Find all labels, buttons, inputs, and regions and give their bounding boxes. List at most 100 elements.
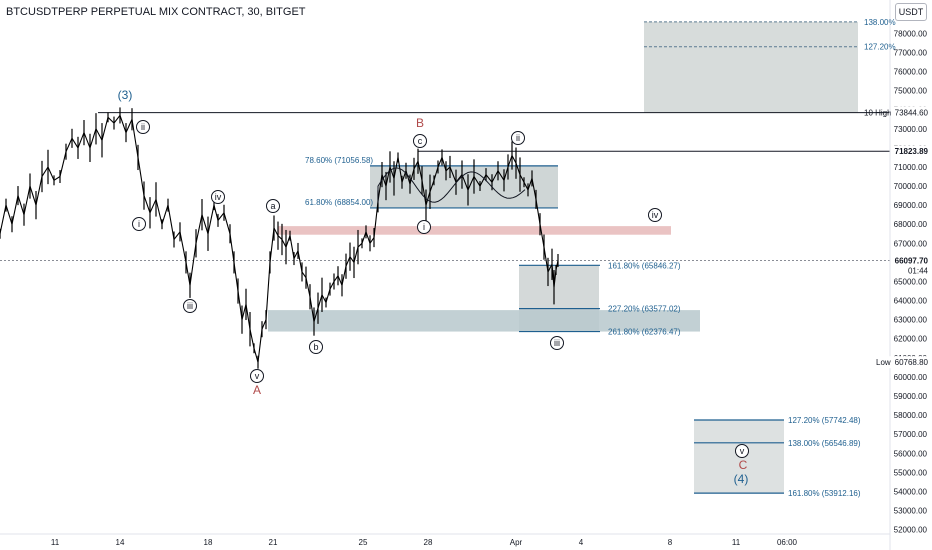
price-tick-label: 63000.00 — [894, 316, 928, 325]
price-tick-label: 57000.00 — [894, 430, 928, 439]
wave-v-label-2-circle — [735, 444, 749, 458]
price-tick-label: 64000.00 — [894, 297, 928, 306]
price-tick-label: 60000.00 — [894, 373, 928, 382]
fib-label: 138.00% — [864, 18, 896, 27]
wave-v-label-1: v — [250, 369, 264, 383]
wave-3-label: (3) — [118, 88, 133, 102]
wave-ii-label-1-text: ii — [141, 122, 145, 132]
high-price-tag-bg — [891, 145, 931, 158]
time-tick-label: Apr — [510, 538, 523, 547]
price-tick-label: 76000.00 — [894, 68, 928, 77]
wave-b-label: b — [309, 340, 323, 354]
price-tick-label: 53000.00 — [894, 507, 928, 516]
wave-ii-label-2: ii — [511, 131, 525, 145]
wave-iv-label-1-circle — [211, 190, 225, 204]
wave-i-label-1-text: i — [138, 219, 140, 229]
wave-b-label-text: b — [313, 342, 318, 352]
fib-label: 161.80% (53912.16) — [788, 489, 861, 498]
price-tick-label: 62000.00 — [894, 335, 928, 344]
price-tick-label: 77000.00 — [894, 48, 928, 57]
price-tick-label: 54000.00 — [894, 487, 928, 496]
time-tick-label: 4 — [579, 538, 584, 547]
wave-iv-label-1-text: iv — [215, 192, 222, 202]
wave-iii-label-1-text: iii — [187, 301, 193, 311]
wave-v-label-1-text: v — [255, 371, 260, 381]
wave-iii-label-1-circle — [183, 299, 197, 313]
time-tick-label: 28 — [424, 538, 433, 547]
support-zone — [268, 310, 700, 332]
wave-i-label-2-circle — [417, 220, 431, 234]
price-tick-label: 56000.00 — [894, 449, 928, 458]
fib-label: 138.00% (56546.89) — [788, 439, 861, 448]
fib-label: 161.80% (65846.27) — [608, 261, 681, 270]
wave-ii-label-2-circle — [511, 131, 525, 145]
wave-v-label-1-circle — [250, 369, 264, 383]
wave-iv-label-2: iv — [648, 208, 662, 222]
wave-ii-label-1-circle — [136, 120, 150, 134]
high-price-tag: 71823.89 — [891, 145, 931, 158]
candle-wicks — [0, 107, 559, 369]
price-tick-label: 73000.00 — [894, 125, 928, 134]
price-tick-label: 78000.00 — [894, 29, 928, 38]
fib-label: 61.80% (68854.00) — [305, 198, 373, 207]
wave-iv-label-2-circle — [648, 208, 662, 222]
countdown-text: 01:44 — [908, 267, 929, 276]
oscillation-path — [377, 167, 526, 204]
wave-i-label-2-text: i — [423, 222, 425, 232]
price-tick-label: 58000.00 — [894, 411, 928, 420]
wave-A-label: A — [253, 383, 261, 397]
fib-label: 127.20% (57742.48) — [788, 416, 861, 425]
low-label-text: Low — [876, 358, 891, 367]
price-tick-label: 55000.00 — [894, 468, 928, 477]
time-axis: 11 14 18 21 25 28 Apr 4 8 11 06:00 — [0, 533, 890, 547]
wave-iv-label-1: iv — [211, 190, 225, 204]
price-tick-label: 67000.00 — [894, 239, 928, 248]
currency-unit-button[interactable]: USDT — [895, 3, 927, 21]
low-price-tag-bg — [872, 356, 931, 369]
wave-C-label: C — [739, 458, 748, 472]
time-tick-label: 25 — [359, 538, 368, 547]
wave-iii-label-2-text: iii — [554, 338, 560, 348]
time-tick-label: 14 — [116, 538, 125, 547]
wave-v-label-2: v — [735, 444, 749, 458]
wave-b-label-circle — [309, 340, 323, 354]
high-price-tag-text: 71823.89 — [895, 147, 929, 156]
fib-label: 78.60% (71056.58) — [305, 156, 373, 165]
high2-price-tag-bg — [891, 106, 931, 119]
price-axis: 52000.00 53000.00 54000.00 55000.00 56000.00… — [872, 0, 931, 550]
resistance-zone — [278, 226, 671, 235]
wave-iii-label-2-circle — [550, 336, 564, 350]
time-tick-label: 8 — [668, 538, 673, 547]
wave-ii-label-1: ii — [136, 120, 150, 134]
low-price-tag: Low 60768.80 — [872, 356, 931, 369]
wave-ii-label-2-text: ii — [516, 133, 520, 143]
price-tick-label: 65000.00 — [894, 277, 928, 286]
wave-c-label: c — [413, 134, 427, 148]
fib-label: 127.20% — [864, 43, 896, 52]
high2-price-tag: 73844.60 — [891, 106, 931, 119]
wave-i-label-2: i — [417, 220, 431, 234]
price-tick-label: 52000.00 — [894, 526, 928, 535]
wave-iii-label-2: iii — [550, 336, 564, 350]
time-tick-label: 11 — [51, 538, 60, 547]
wave-i-label-1: i — [132, 217, 146, 231]
upper-target-zone — [644, 21, 858, 113]
wave-B-label: B — [416, 116, 424, 130]
last-price-tag-bg — [891, 254, 931, 277]
time-tick-label: 11 — [732, 538, 741, 547]
time-tick-label: 18 — [204, 538, 213, 547]
wave-iv-label-2-text: iv — [652, 210, 659, 220]
high2-price-tag-text: 73844.60 — [895, 109, 929, 118]
wave-a-label: a — [266, 199, 280, 213]
symbol-title: BTCUSDTPERP PERPETUAL MIX CONTRACT, 30, … — [6, 6, 306, 18]
price-tick-label: 68000.00 — [894, 220, 928, 229]
high-label: 10 High — [864, 109, 892, 118]
price-tick-label: 71000.00 — [894, 163, 928, 172]
wave-4-label: (4) — [734, 472, 749, 486]
wave-i-label-1-circle — [132, 217, 146, 231]
low-price-tag-text: 60768.80 — [895, 358, 929, 367]
price-tick-label: 69000.00 — [894, 201, 928, 210]
price-tick-label: 75000.00 — [894, 87, 928, 96]
